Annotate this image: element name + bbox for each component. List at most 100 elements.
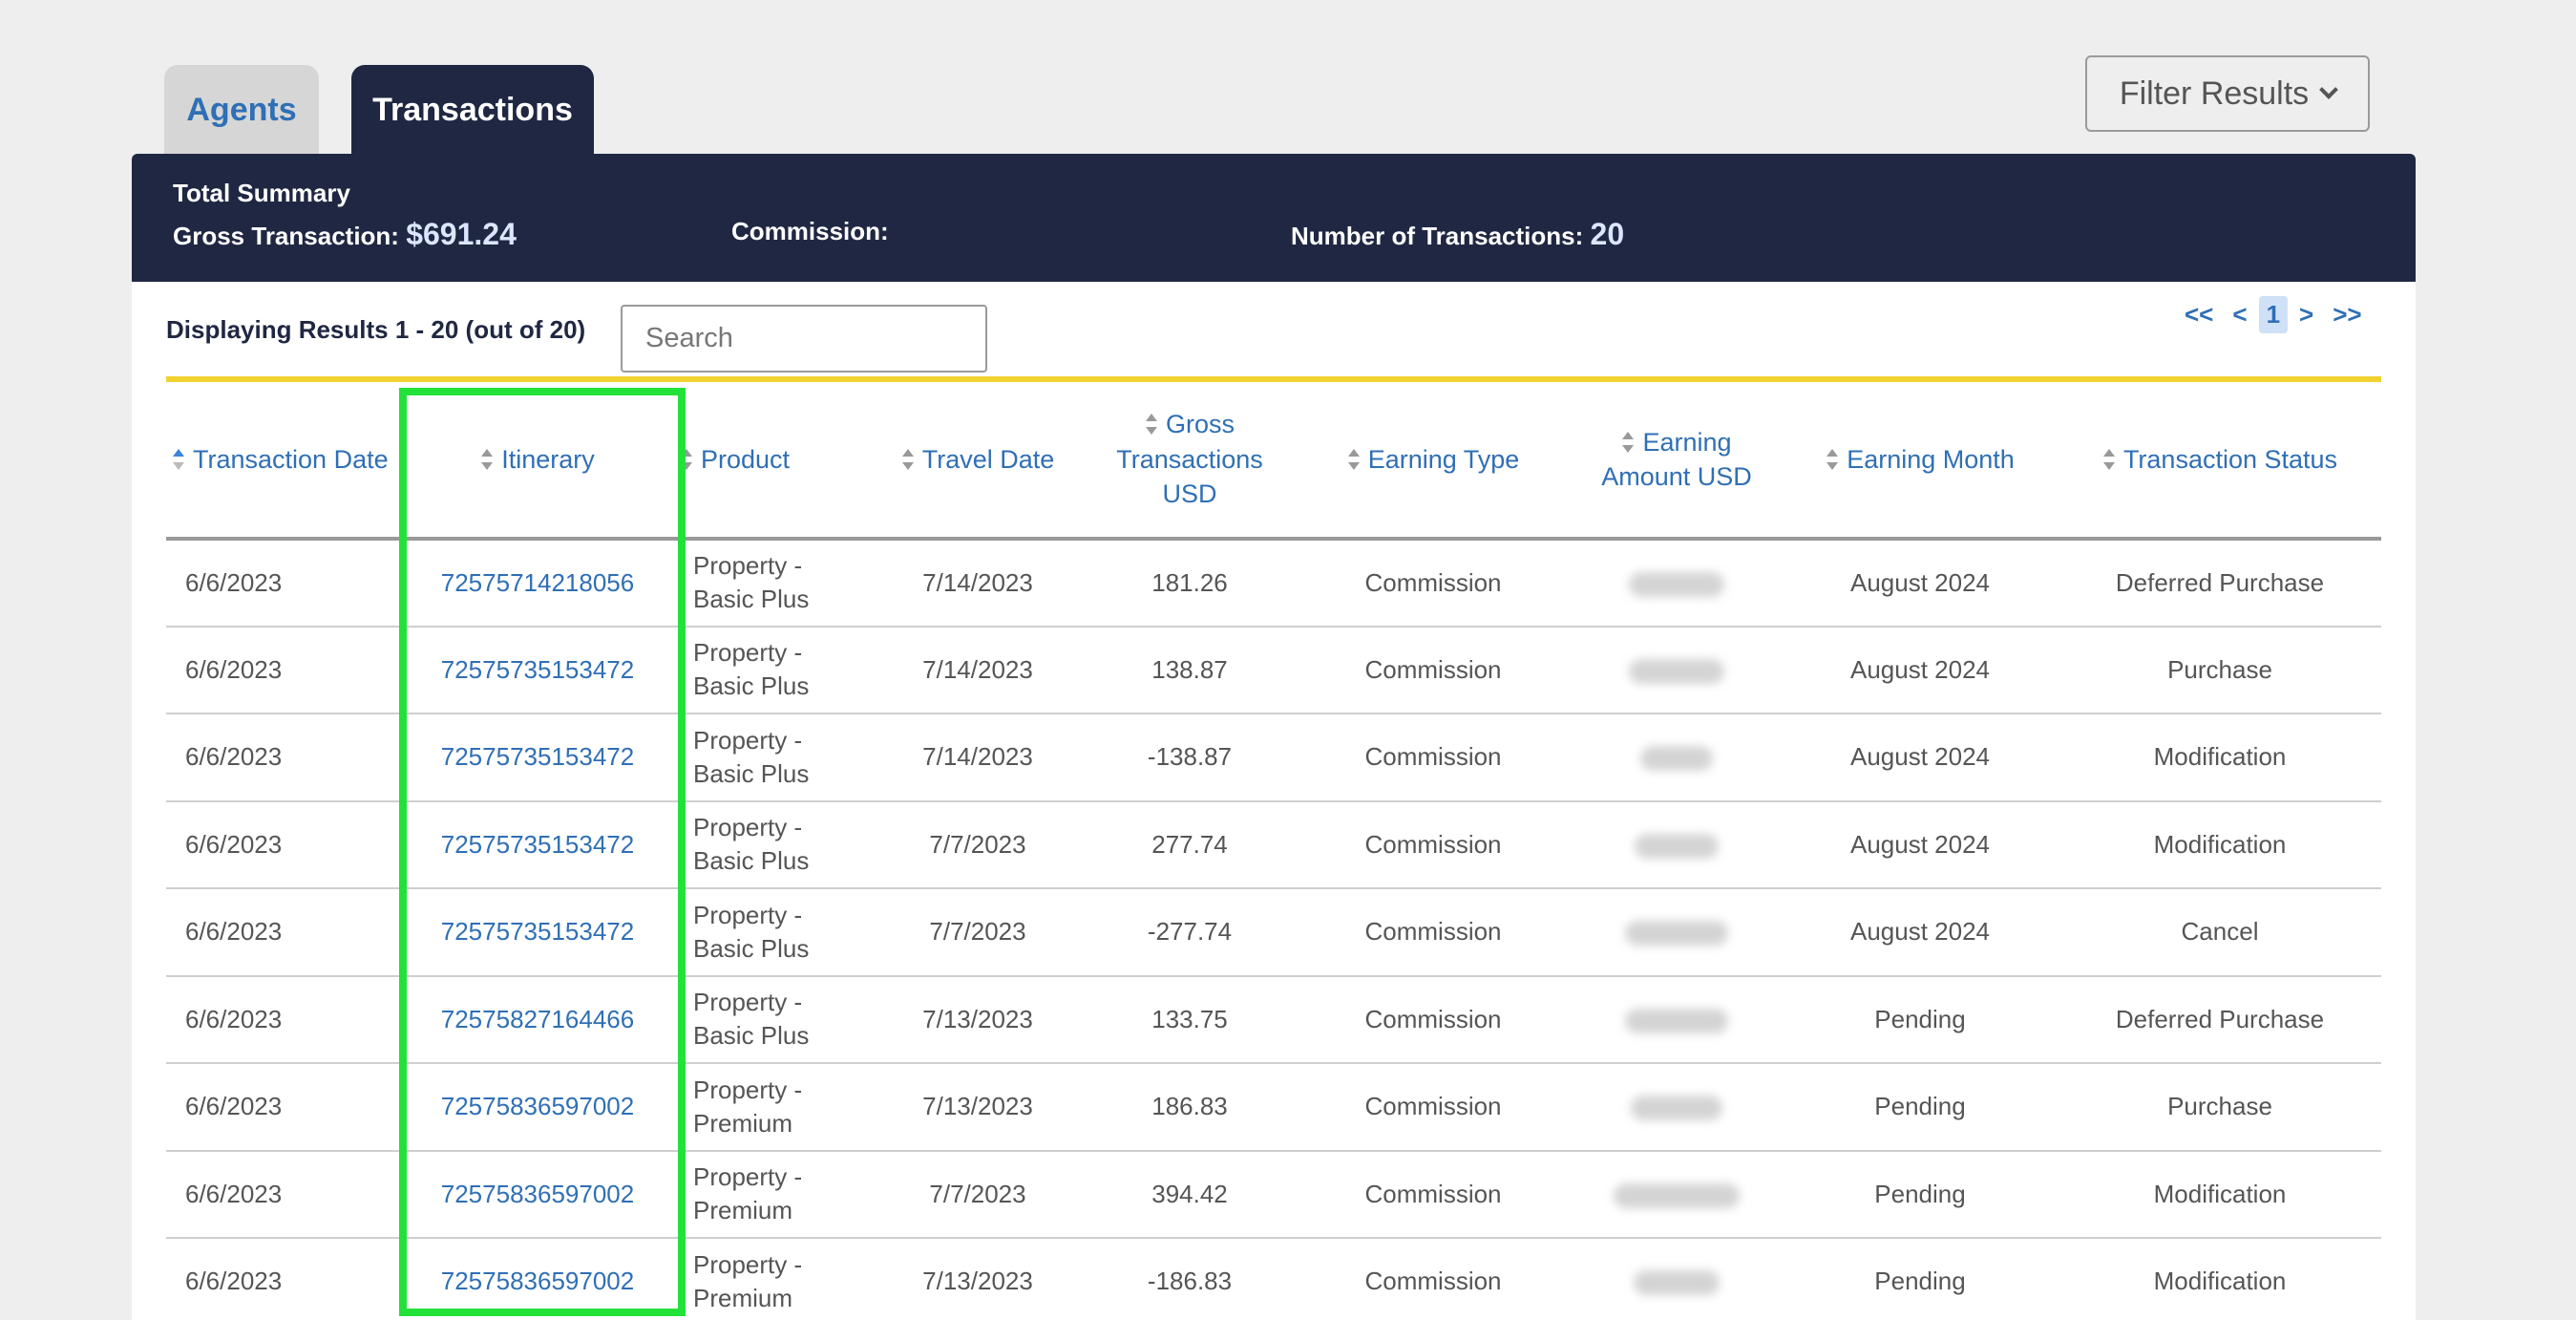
filter-results-button[interactable]: Filter Results	[2085, 55, 2370, 132]
column-header-gross-transactions[interactable]: Gross Transactions USD	[1085, 382, 1295, 541]
table-row: 6/6/2023 72575735153472 Property - Basic P…	[166, 713, 2381, 802]
column-header-earning-type[interactable]: Earning Type	[1295, 382, 1572, 541]
cell-transaction-status: Purchase	[2059, 626, 2381, 714]
transaction-count-summary: Number of Transactions: 20	[1291, 217, 1624, 252]
column-header-label: Product	[701, 444, 791, 474]
column-header-label: Earning Amount USD	[1601, 427, 1752, 491]
cell-itinerary: 72575827164466	[401, 975, 674, 1064]
transaction-count-label: Number of Transactions:	[1291, 222, 1584, 250]
sort-icon	[1621, 431, 1635, 453]
column-header-earning-month[interactable]: Earning Month	[1782, 382, 2059, 541]
cell-travel-date: 7/14/2023	[871, 539, 1085, 628]
cell-travel-date: 7/7/2023	[871, 888, 1085, 977]
tab-transactions[interactable]: Transactions	[351, 65, 594, 155]
cell-itinerary: 72575836597002	[401, 1063, 674, 1152]
table-row: 6/6/2023 72575836597002 Property - Premium…	[166, 1063, 2381, 1152]
sort-icon	[901, 448, 915, 470]
itinerary-link[interactable]: 72575827164466	[440, 1004, 635, 1033]
cell-transaction-date: 6/6/2023	[166, 713, 401, 802]
cell-travel-date: 7/13/2023	[871, 1238, 1085, 1320]
cell-gross: -138.87	[1085, 713, 1295, 802]
itinerary-link[interactable]: 72575836597002	[440, 1092, 635, 1121]
cell-earning-type: Commission	[1295, 800, 1572, 889]
redacted-amount	[1629, 658, 1724, 684]
itinerary-link[interactable]: 72575714218056	[440, 567, 635, 597]
column-header-earning-amount[interactable]: Earning Amount USD	[1572, 382, 1782, 541]
gross-transaction-summary: Gross Transaction: $691.24	[173, 217, 517, 252]
column-header-transaction-status[interactable]: Transaction Status	[2059, 382, 2381, 541]
gross-transaction-value: $691.24	[406, 217, 517, 251]
cell-earning-month: August 2024	[1782, 539, 2059, 628]
cell-transaction-status: Modification	[2059, 800, 2381, 889]
column-header-transaction-date[interactable]: Transaction Date	[166, 382, 401, 541]
cell-travel-date: 7/13/2023	[871, 975, 1085, 1064]
cell-earning-amount	[1572, 1150, 1782, 1239]
next-page-link[interactable]: >	[2299, 300, 2314, 329]
table-row: 6/6/2023 72575735153472 Property - Basic P…	[166, 888, 2381, 977]
cell-travel-date: 7/7/2023	[871, 800, 1085, 889]
column-header-product[interactable]: Product	[674, 382, 871, 541]
column-header-travel-date[interactable]: Travel Date	[871, 382, 1085, 541]
cell-earning-type: Commission	[1295, 1063, 1572, 1152]
itinerary-link[interactable]: 72575735153472	[440, 654, 635, 684]
cell-travel-date: 7/13/2023	[871, 1063, 1085, 1152]
cell-itinerary: 72575836597002	[401, 1150, 674, 1239]
cell-gross: 394.42	[1085, 1150, 1295, 1239]
transactions-table: Transaction Date Itinerary Product Trave…	[166, 382, 2381, 1320]
last-page-link[interactable]: >>	[2333, 300, 2362, 329]
cell-earning-type: Commission	[1295, 626, 1572, 714]
cell-transaction-status: Modification	[2059, 1238, 2381, 1320]
cell-gross: 186.83	[1085, 1063, 1295, 1152]
tab-agents[interactable]: Agents	[164, 65, 319, 155]
cell-transaction-status: Deferred Purchase	[2059, 975, 2381, 1064]
column-header-itinerary[interactable]: Itinerary	[401, 382, 674, 541]
prev-page-link[interactable]: <	[2232, 300, 2248, 329]
column-header-label: Gross Transactions USD	[1116, 410, 1263, 509]
table-body: 6/6/2023 72575714218056 Property - Basic P…	[166, 539, 2381, 1320]
sort-icon	[480, 448, 494, 470]
current-page-link[interactable]: 1	[2258, 296, 2289, 333]
redacted-amount	[1625, 921, 1728, 947]
cell-transaction-date: 6/6/2023	[166, 975, 401, 1064]
cell-product: Property - Basic Plus	[674, 539, 871, 628]
cell-travel-date: 7/14/2023	[871, 626, 1085, 714]
column-header-label: Earning Type	[1367, 444, 1520, 474]
redacted-amount	[1635, 833, 1719, 859]
cell-transaction-date: 6/6/2023	[166, 1063, 401, 1152]
cell-gross: 277.74	[1085, 800, 1295, 889]
cell-earning-month: August 2024	[1782, 800, 2059, 889]
total-summary-bar: Total Summary Gross Transaction: $691.24…	[132, 154, 2416, 282]
cell-transaction-status: Cancel	[2059, 888, 2381, 977]
cell-earning-amount	[1572, 975, 1782, 1064]
cell-transaction-date: 6/6/2023	[166, 800, 401, 889]
chevron-down-icon	[2319, 80, 2339, 99]
column-header-label: Transaction Status	[2122, 444, 2338, 474]
cell-gross: 181.26	[1085, 539, 1295, 628]
pagination: << < 1 > >>	[2177, 296, 2370, 333]
sort-icon	[2102, 448, 2116, 470]
first-page-link[interactable]: <<	[2185, 300, 2214, 329]
table-header-row: Transaction Date Itinerary Product Trave…	[166, 382, 2381, 541]
cell-itinerary: 72575735153472	[401, 626, 674, 714]
cell-transaction-date: 6/6/2023	[166, 1238, 401, 1320]
cell-transaction-date: 6/6/2023	[166, 626, 401, 714]
cell-earning-amount	[1572, 1063, 1782, 1152]
itinerary-link[interactable]: 72575836597002	[440, 1267, 635, 1296]
cell-earning-amount	[1572, 539, 1782, 628]
cell-transaction-status: Deferred Purchase	[2059, 539, 2381, 628]
summary-title: Total Summary	[173, 179, 350, 207]
column-header-label: Earning Month	[1847, 444, 2015, 474]
itinerary-link[interactable]: 72575735153472	[440, 742, 635, 772]
cell-earning-month: August 2024	[1782, 888, 2059, 977]
sort-icon	[1826, 448, 1839, 470]
cell-transaction-status: Modification	[2059, 713, 2381, 802]
cell-earning-type: Commission	[1295, 1238, 1572, 1320]
cell-earning-amount	[1572, 800, 1782, 889]
itinerary-link[interactable]: 72575735153472	[440, 917, 635, 947]
search-input[interactable]	[621, 305, 987, 373]
sort-icon	[680, 448, 693, 470]
column-header-label: Travel Date	[921, 444, 1055, 474]
filter-results-label: Filter Results	[2119, 75, 2310, 112]
itinerary-link[interactable]: 72575836597002	[440, 1179, 635, 1208]
itinerary-link[interactable]: 72575735153472	[440, 829, 635, 859]
